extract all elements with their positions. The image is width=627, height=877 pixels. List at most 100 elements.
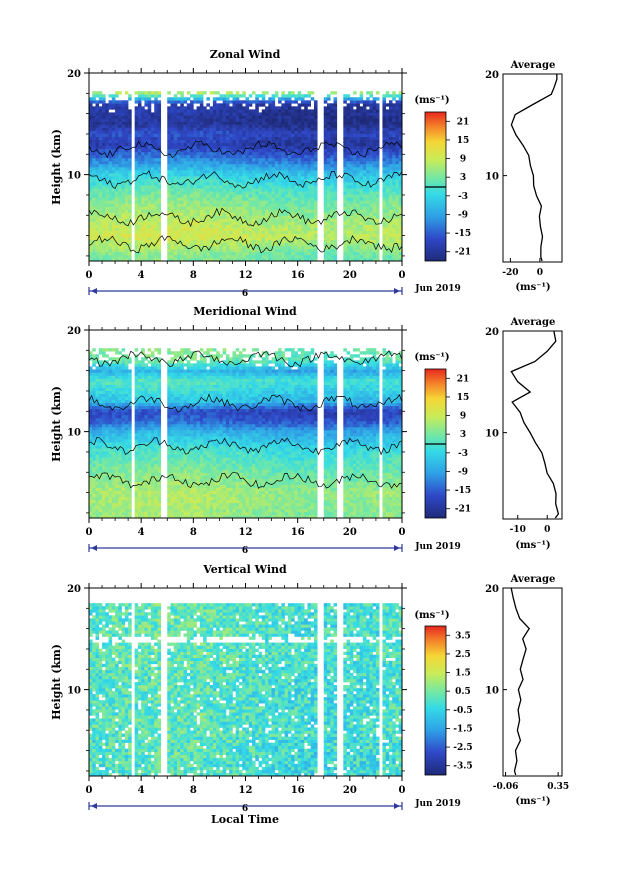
- field-cell: [304, 158, 308, 161]
- field-cell: [219, 140, 223, 143]
- field-cell: [265, 149, 269, 152]
- field-cell: [174, 118, 178, 121]
- field-cell: [102, 109, 106, 112]
- field-cell: [291, 231, 295, 234]
- field-cell: [128, 155, 132, 158]
- field-cell: [118, 170, 122, 173]
- field-cell: [148, 252, 152, 255]
- field-cell: [294, 97, 298, 100]
- field-cell: [265, 240, 269, 243]
- field-cell: [128, 231, 132, 234]
- field-cell: [232, 131, 236, 134]
- field-cell: [226, 125, 230, 128]
- field-cell: [210, 134, 214, 137]
- field-cell: [206, 179, 210, 182]
- field-cell: [144, 240, 148, 243]
- field-cell: [157, 219, 161, 222]
- field-cell: [167, 161, 171, 164]
- field-cell: [373, 173, 377, 176]
- field-cell: [210, 219, 214, 222]
- field-cell: [102, 194, 106, 197]
- field-cell: [389, 109, 393, 112]
- field-cell: [376, 134, 380, 137]
- field-cell: [216, 131, 220, 134]
- field-cell: [294, 191, 298, 194]
- field-cell: [115, 200, 119, 203]
- field-cell: [278, 216, 282, 219]
- field-cell: [112, 149, 116, 152]
- field-cell: [278, 194, 282, 197]
- field-cell: [141, 152, 145, 155]
- field-cell: [242, 203, 246, 206]
- field-cell: [232, 231, 236, 234]
- field-cell: [350, 246, 354, 249]
- field-cell: [223, 249, 227, 252]
- field-cell: [304, 134, 308, 137]
- field-cell: [138, 106, 142, 109]
- field-cell: [252, 131, 256, 134]
- field-cell: [301, 164, 305, 167]
- field-cell: [265, 182, 269, 185]
- field-cell: [373, 231, 377, 234]
- field-cell: [298, 118, 302, 121]
- field-cell: [223, 134, 227, 137]
- field-cell: [135, 188, 139, 191]
- field-cell: [206, 155, 210, 158]
- field-cell: [112, 206, 116, 209]
- field-cell: [356, 222, 360, 225]
- field-cell: [304, 122, 308, 125]
- field-cell: [382, 125, 386, 128]
- average-xlabel: (ms⁻¹): [515, 282, 550, 293]
- field-cell: [353, 200, 357, 203]
- field-cell: [347, 125, 351, 128]
- field-cell: [89, 494, 93, 497]
- field-cell: [193, 164, 197, 167]
- field-cell: [369, 158, 373, 161]
- field-cell: [268, 146, 272, 149]
- field-cell: [157, 216, 161, 219]
- field-cell: [324, 222, 328, 225]
- field-cell: [376, 240, 380, 243]
- field-cell: [89, 252, 93, 255]
- field-cell: [395, 134, 399, 137]
- field-cell: [187, 203, 191, 206]
- field-cell: [252, 203, 256, 206]
- field-cell: [210, 255, 214, 258]
- field-cell: [278, 225, 282, 228]
- field-cell: [382, 134, 386, 137]
- field-cell: [193, 131, 197, 134]
- field-cell: [138, 115, 142, 118]
- field-cell: [206, 206, 210, 209]
- field-cell: [301, 103, 305, 106]
- field-cell: [112, 118, 116, 121]
- field-cell: [327, 131, 331, 134]
- field-cell: [382, 137, 386, 140]
- field-cell: [210, 122, 214, 125]
- field-cell: [89, 185, 93, 188]
- field-cell: [122, 237, 126, 240]
- field-cell: [330, 125, 334, 128]
- field-cell: [386, 243, 390, 246]
- field-cell: [246, 149, 250, 152]
- field-cell: [122, 125, 126, 128]
- field-cell: [167, 231, 171, 234]
- field-cell: [216, 200, 220, 203]
- field-cell: [343, 231, 347, 234]
- field-cell: [262, 252, 266, 255]
- field-cell: [304, 234, 308, 237]
- field-cell: [157, 231, 161, 234]
- field-cell: [275, 246, 279, 249]
- field-cell: [236, 212, 240, 215]
- field-cell: [154, 219, 158, 222]
- field-cell: [223, 231, 227, 234]
- field-cell: [219, 191, 223, 194]
- field-cell: [92, 379, 96, 382]
- field-cell: [268, 252, 272, 255]
- field-cell: [203, 155, 207, 158]
- field-cell: [102, 161, 106, 164]
- field-cell: [304, 237, 308, 240]
- field-cell: [255, 216, 259, 219]
- field-cell: [187, 137, 191, 140]
- field-cell: [151, 131, 155, 134]
